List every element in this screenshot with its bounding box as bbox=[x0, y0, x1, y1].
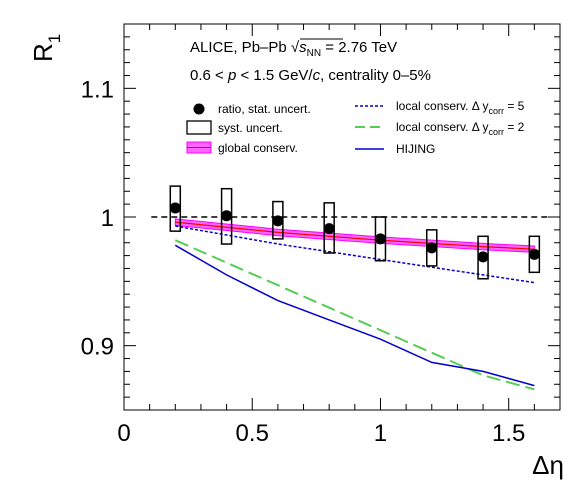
y-axis-title-sub: 1 bbox=[45, 34, 64, 43]
legend-label-hijing: HIJING bbox=[396, 142, 435, 156]
legend-local2-b: = 2 bbox=[504, 120, 525, 134]
legend-local2-sub: corr bbox=[489, 127, 505, 137]
legend-local5-a: local conserv. Δ y bbox=[396, 99, 489, 113]
legend-label-local5: local conserv. Δ ycorr = 5 bbox=[396, 99, 525, 116]
legend-local5-b: = 5 bbox=[504, 99, 525, 113]
systematic-uncertainty-boxes bbox=[169, 185, 541, 280]
y-tick-label-1: 1 bbox=[101, 205, 114, 232]
x-tick-label-1: 1 bbox=[374, 420, 387, 447]
legend-marker-ratio bbox=[193, 103, 205, 115]
y-axis-title-main: R bbox=[28, 43, 58, 62]
legend-marker-syst bbox=[186, 120, 212, 135]
annotation-collision: ALICE, Pb–Pb √sNN = 2.76 TeV bbox=[190, 39, 397, 59]
annotation-energy: = 2.76 TeV bbox=[321, 39, 397, 56]
data-point-4 bbox=[374, 233, 386, 245]
legend: ratio, stat. uncert. syst. uncert. globa… bbox=[186, 99, 525, 156]
x-axis-title: Δη bbox=[532, 450, 564, 480]
sqrt-s-nn: NN bbox=[307, 48, 321, 59]
y-tick-label-1-1: 1.1 bbox=[81, 76, 114, 103]
local-conserv-2-line bbox=[174, 239, 535, 391]
x-tick-label-0: 0 bbox=[117, 420, 130, 447]
y-tick-label-0-9: 0.9 bbox=[81, 334, 114, 361]
annotation-collision-text: ALICE, Pb–Pb bbox=[190, 39, 291, 56]
x-axis-ticks bbox=[123, 24, 561, 410]
data-point-2 bbox=[272, 215, 284, 227]
data-point-3 bbox=[323, 223, 335, 235]
data-point-0 bbox=[169, 202, 181, 214]
y-axis-ticks bbox=[124, 23, 560, 411]
data-point-7 bbox=[528, 248, 540, 260]
sqrt-s-symbol: √ bbox=[291, 39, 300, 56]
model-curves bbox=[174, 218, 535, 391]
legend-label-ratio: ratio, stat. uncert. bbox=[218, 102, 311, 116]
legend-local5-sub: corr bbox=[489, 106, 505, 116]
legend-label-global: global conserv. bbox=[218, 141, 298, 155]
annotation-kin-c: c bbox=[313, 67, 321, 84]
x-tick-label-1-5: 1.5 bbox=[492, 420, 525, 447]
annotation-kin-a: 0.6 < bbox=[190, 67, 228, 84]
data-point-5 bbox=[426, 242, 438, 254]
legend-label-syst: syst. uncert. bbox=[218, 121, 283, 135]
annotation-kinematics: 0.6 < p < 1.5 GeV/c, centrality 0–5% bbox=[190, 67, 431, 84]
annotation-kin-b: < 1.5 GeV/ bbox=[236, 67, 313, 84]
sqrt-s: s bbox=[299, 39, 307, 56]
local-conserv-5-line bbox=[175, 225, 535, 284]
data-point-1 bbox=[221, 210, 233, 222]
y-axis-title: R1 bbox=[28, 34, 64, 62]
x-tick-label-0-5: 0.5 bbox=[236, 420, 269, 447]
annotation-kin-d: , centrality 0–5% bbox=[320, 67, 431, 84]
data-markers bbox=[169, 202, 540, 263]
legend-label-local2: local conserv. Δ ycorr = 2 bbox=[396, 120, 525, 137]
hijing-line bbox=[174, 244, 535, 387]
y-axis-tick-labels: 0.9 1 1.1 bbox=[81, 76, 114, 360]
data-point-6 bbox=[477, 251, 489, 263]
annotation-kin-p: p bbox=[227, 67, 236, 84]
x-axis-tick-labels: 0 0.5 1 1.5 bbox=[117, 420, 525, 447]
legend-local2-a: local conserv. Δ y bbox=[396, 120, 489, 134]
